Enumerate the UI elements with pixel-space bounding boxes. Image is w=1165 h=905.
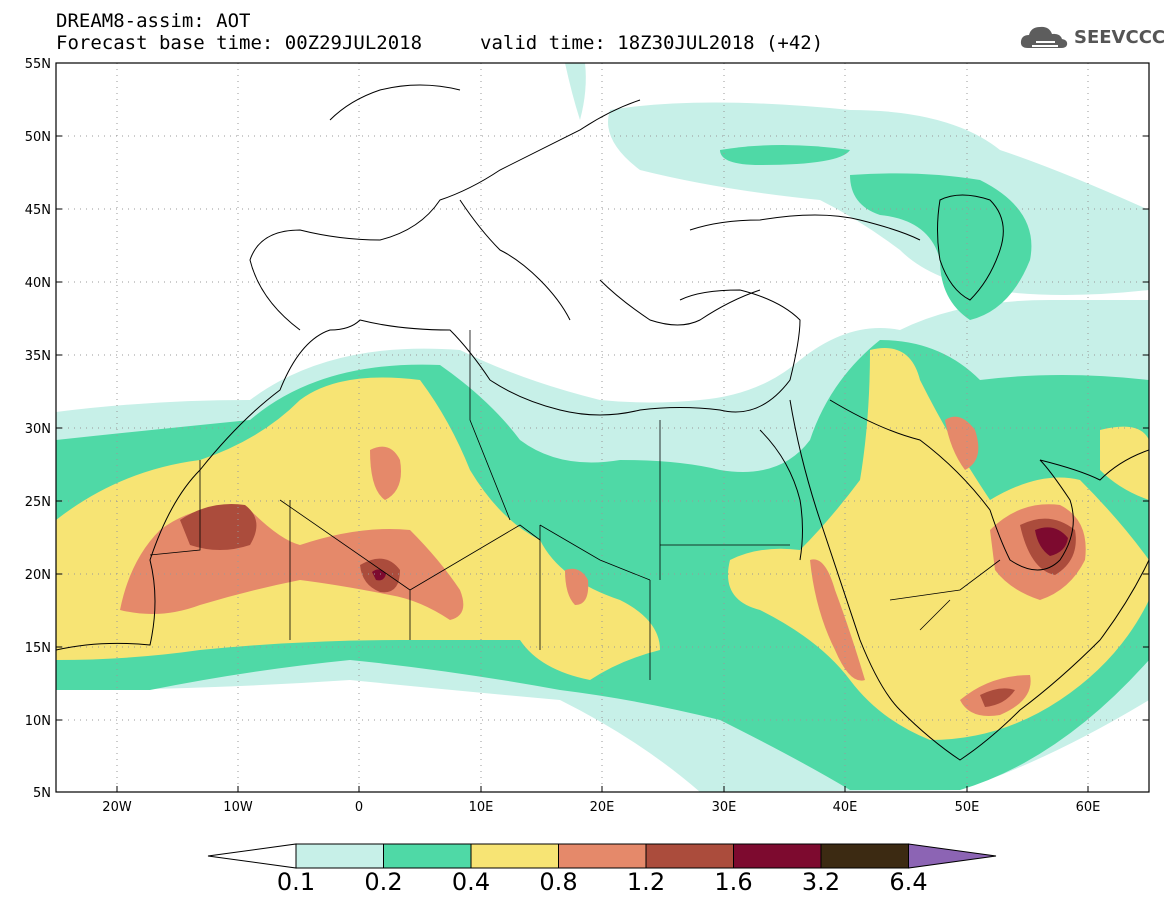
- aot-band-0.2-north: [720, 145, 850, 165]
- lon-label: 40E: [833, 800, 858, 815]
- colorbar: [207, 843, 997, 869]
- colorbar-label: 0.8: [539, 868, 578, 896]
- colorbar-segment: [558, 843, 647, 869]
- aot-band-1.2: [180, 504, 257, 550]
- aot-band-0.4-iran: [1100, 426, 1149, 500]
- lat-label: 20N: [25, 568, 51, 583]
- lon-label: 30E: [712, 800, 737, 815]
- longitude-labels: 20W 10W 0 10E 20E 30E 40E 50E 60E: [102, 800, 1100, 815]
- cloud-icon: [1020, 26, 1068, 48]
- aot-band-0.8-chad: [565, 568, 589, 605]
- lat-label: 5N: [33, 786, 51, 801]
- colorbar-segment: [645, 843, 734, 869]
- aot-band-1.6: [372, 569, 386, 581]
- lat-label: 50N: [25, 130, 51, 145]
- valid-time-label: valid time: 18Z30JUL2018 (+42): [480, 32, 824, 54]
- colorbar-segment: [295, 843, 384, 869]
- aot-band-0.4: [56, 377, 660, 680]
- lon-label: 20E: [590, 800, 615, 815]
- lon-label: 10E: [469, 800, 494, 815]
- logo-text: SEEVCCC: [1074, 27, 1165, 48]
- colorbar-label: 0.4: [451, 868, 491, 896]
- lat-label: 30N: [25, 422, 51, 437]
- base-time-label: Forecast base time: 00Z29JUL2018: [56, 32, 423, 54]
- colorbar-label: 1.2: [626, 868, 666, 896]
- colorbar-over-arrow: [908, 843, 997, 869]
- axis-ticks: [56, 62, 1149, 792]
- colorbar-label: 6.4: [889, 868, 928, 896]
- aot-band-0.2-caspian: [850, 173, 1032, 320]
- lat-label: 15N: [25, 641, 51, 656]
- aot-band-0.8-hoggar: [370, 446, 401, 500]
- colorbar-label: 0.1: [276, 868, 316, 896]
- lon-label: 20W: [102, 800, 132, 815]
- seevccc-logo: SEEVCCC: [1018, 22, 1165, 56]
- aot-band-0.8-redsea: [810, 559, 865, 681]
- colorbar-segment: [383, 843, 472, 869]
- lon-label: 60E: [1076, 800, 1101, 815]
- latitude-labels: 55N 50N 45N 40N 35N 30N 25N 20N 15N 10N …: [25, 57, 51, 801]
- colorbar-label: 0.2: [364, 868, 403, 896]
- lon-label: 50E: [955, 800, 980, 815]
- aot-band-0.1-strip: [565, 63, 586, 120]
- lon-label: 0: [355, 800, 363, 815]
- country-borders: [149, 330, 1001, 680]
- lat-label: 55N: [25, 57, 51, 72]
- lat-label: 40N: [25, 276, 51, 291]
- lat-label: 25N: [25, 495, 51, 510]
- lon-label: 10W: [223, 800, 253, 815]
- colorbar-segment: [820, 843, 909, 869]
- aot-band-0.8-gulf: [945, 416, 979, 470]
- colorbar-segment: [733, 843, 822, 869]
- colorbar-under-arrow: [207, 843, 297, 869]
- lat-label: 10N: [25, 714, 51, 729]
- colorbar-label: 3.2: [801, 868, 841, 896]
- chart-title: DREAM8-assim: AOT: [56, 10, 251, 32]
- lat-label: 35N: [25, 349, 51, 364]
- aot-band-1.2-somalia: [980, 688, 1015, 707]
- aot-band-1.6-oman: [1035, 527, 1068, 556]
- colorbar-label: 1.6: [714, 868, 753, 896]
- lat-label: 45N: [25, 203, 51, 218]
- coastlines: [56, 84, 1149, 761]
- colorbar-segment: [470, 843, 559, 869]
